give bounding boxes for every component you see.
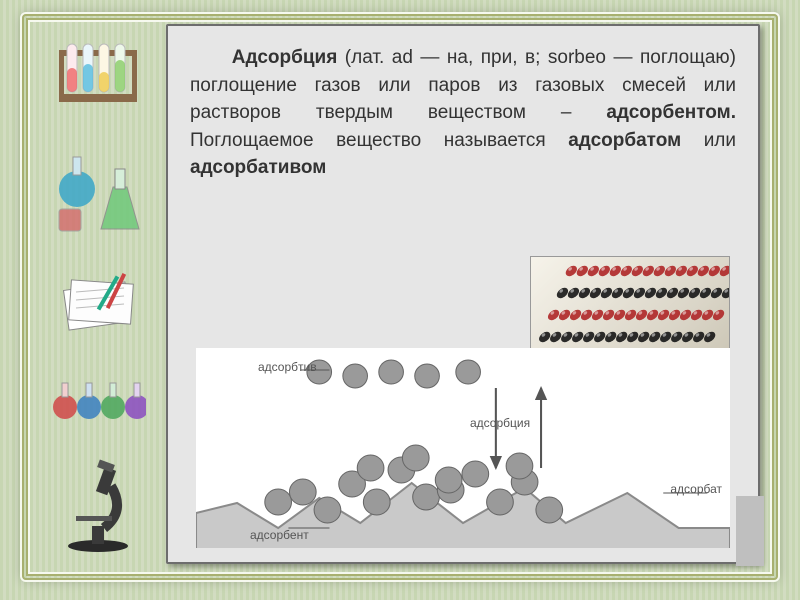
definition-card: Адсорбция (лат. ad — на, при, в; sorbeo … — [166, 24, 760, 564]
definition-tail1: Поглощаемое вещество называется — [190, 130, 568, 151]
term-adsorption: Адсорбция — [232, 47, 338, 68]
term-adsorbativ: адсорбативом — [190, 157, 326, 178]
definition-tail2: или — [681, 130, 736, 151]
term-adsorbat: адсорбатом — [568, 130, 681, 151]
flasks-icon — [51, 139, 146, 239]
label-adsorbtiv: адсорбтив — [258, 360, 317, 374]
label-adsorbent: адсорбент — [250, 528, 309, 542]
definition-paragraph: Адсорбция (лат. ad — на, при, в; sorbeo … — [190, 44, 736, 182]
flask-row-icon — [51, 367, 146, 427]
side-tab — [736, 496, 764, 566]
sidebar-icons — [48, 40, 148, 556]
label-adsorption: адсорбция — [470, 416, 530, 430]
test-tube-rack-icon — [53, 40, 143, 110]
adsorption-diagram: адсорбтив адсорбция адсорбат адсорбент — [196, 348, 730, 548]
microscope-icon — [56, 456, 141, 556]
term-adsorbent: адсорбентом. — [606, 102, 736, 123]
label-adsorbat: адсорбат — [670, 482, 722, 496]
notebook-icon — [56, 268, 141, 338]
